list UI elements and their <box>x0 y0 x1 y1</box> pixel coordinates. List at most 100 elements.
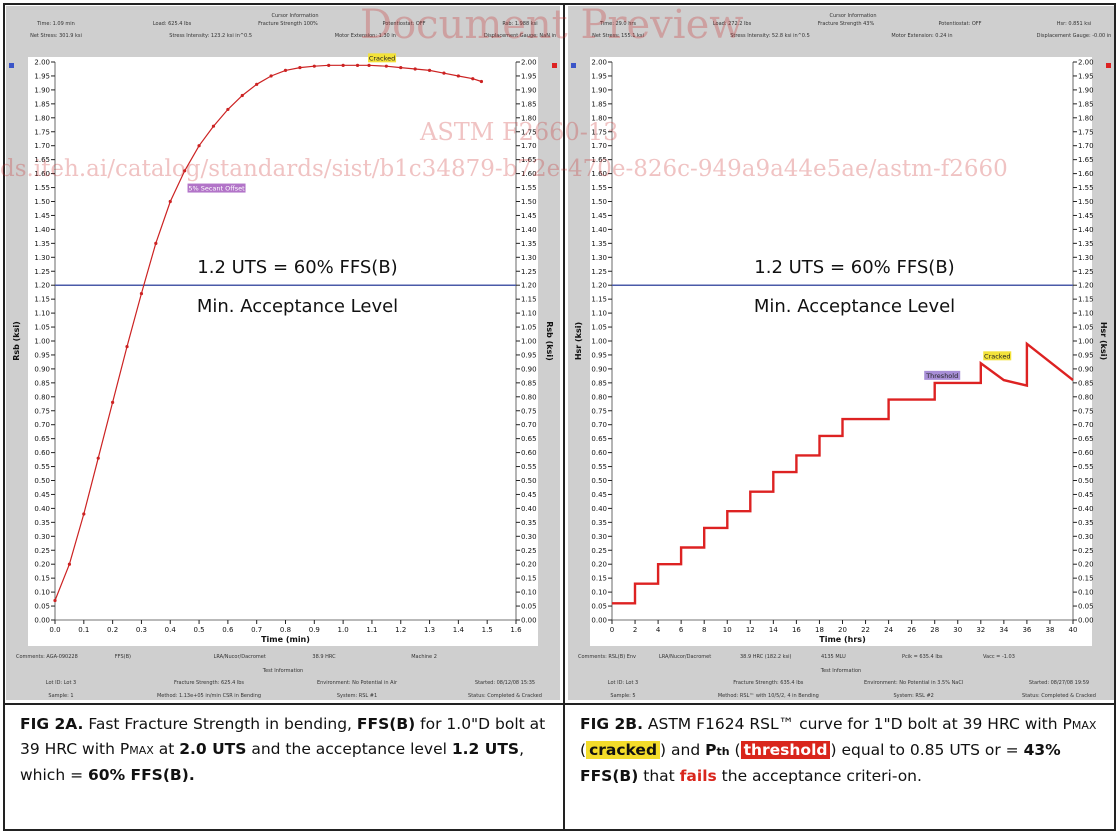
header-field: Time: 1.09 min <box>36 21 75 27</box>
y-tick-label-right: 1.70 <box>1078 142 1094 150</box>
data-point <box>255 82 259 86</box>
y-tick-label-left: 0.75 <box>591 407 607 415</box>
y-tick-label-left: 1.90 <box>34 86 50 94</box>
plot-area <box>28 57 538 646</box>
caption-fig-label: FIG 2B. <box>580 715 643 733</box>
y-tick-label-right: 0.45 <box>521 491 537 499</box>
y-tick-label-left: 0.05 <box>34 603 50 611</box>
data-point <box>168 199 172 204</box>
acceptance-level-label: 1.2 UTS = 60% FFS(B) <box>197 257 397 278</box>
y-tick-label-right: 1.55 <box>1078 184 1094 192</box>
y-tick-label-left: 1.45 <box>34 212 50 220</box>
y-tick-label-right: 1.85 <box>1078 100 1094 108</box>
x-axis-label: Time (hrs) <box>819 635 865 644</box>
y-tick-label-right: 0.95 <box>1078 351 1094 359</box>
header-field: Rsb: 1.988 ksi <box>502 21 537 27</box>
y-tick-label-left: 0.15 <box>591 575 607 583</box>
caption-bold: 43% FFS(B) <box>580 741 1061 785</box>
y-tick-label-right: 0.95 <box>521 351 537 359</box>
y-axis-label-right: Hsr (ksi) <box>1099 322 1108 360</box>
y-tick-label-right: 2.00 <box>521 59 537 67</box>
caption-text: , which = <box>20 740 524 784</box>
y-tick-label-right: 1.30 <box>1078 254 1094 262</box>
acceptance-level-caption: Min. Acceptance Level <box>754 296 955 317</box>
x-tick-label: 28 <box>930 626 939 634</box>
footer-title: Test Information <box>262 668 303 674</box>
y-tick-label-right: 1.15 <box>1078 296 1094 304</box>
data-point <box>367 63 371 67</box>
caption-bold: FFS(B) <box>356 715 416 733</box>
y-tick-label-right: 0.40 <box>1078 505 1094 513</box>
y-tick-label-right: 1.95 <box>521 72 537 80</box>
caption-text: at <box>153 740 180 758</box>
x-tick-label: 1.5 <box>482 626 493 634</box>
data-point <box>154 241 158 245</box>
caption-text: ASTM F1624 RSL™ curve for 1"D bolt at 39… <box>642 715 1072 733</box>
x-tick-label: 0.8 <box>280 626 291 634</box>
x-tick-label: 10 <box>723 626 732 634</box>
header-field: Fracture Strength 43% <box>818 21 875 27</box>
y-tick-label-right: 1.05 <box>521 324 537 332</box>
footer-comment: Machine 2 <box>411 654 437 660</box>
data-point <box>427 68 432 72</box>
footer-comment: Vacc = -1.03 <box>983 654 1015 660</box>
watermark-title: Document Preview <box>360 2 744 48</box>
y-tick-label-left: 0.70 <box>591 421 607 429</box>
data-point <box>298 65 302 70</box>
y-tick-label-right: 1.55 <box>521 184 537 192</box>
data-point <box>456 74 460 78</box>
data-point <box>67 562 72 566</box>
y-tick-label-left: 1.50 <box>34 198 50 206</box>
y-tick-label-right: 1.65 <box>1078 156 1094 164</box>
x-tick-label: 30 <box>953 626 962 634</box>
watermark-url: ds.iteh.ai/catalog/standards/sist/b1c348… <box>0 156 1008 182</box>
y-tick-label-left: 0.95 <box>591 351 607 359</box>
y-tick-label-left: 0.45 <box>34 491 50 499</box>
y-tick-label-right: 1.35 <box>1078 240 1094 248</box>
y-tick-label-left: 1.70 <box>34 142 50 150</box>
header-field: Potentiostat: OFF <box>938 21 981 27</box>
y-tick-label-left: 0.35 <box>34 519 50 527</box>
caption-bold: 2.0 UTS <box>179 740 247 758</box>
header-bg <box>6 6 560 50</box>
data-point <box>269 74 273 78</box>
x-tick-label: 34 <box>999 626 1008 634</box>
y-tick-label-left: 1.00 <box>591 338 607 346</box>
data-point <box>96 456 100 460</box>
label-cracked-bg <box>983 351 1012 361</box>
data-point <box>341 63 345 67</box>
plot-area <box>590 57 1092 646</box>
caption-bold: 1.2 UTS <box>451 740 520 758</box>
y-tick-label-right: 1.80 <box>521 114 537 122</box>
y-tick-label-left: 0.40 <box>34 505 50 513</box>
y-tick-label-left: 0.05 <box>591 603 607 611</box>
y-tick-label-right: 0.55 <box>521 463 537 471</box>
y-tick-label-left: 1.90 <box>591 86 607 94</box>
y-axis-label-left: Rsb (ksi) <box>12 321 21 361</box>
caption-highlight-threshold: threshold <box>740 741 831 759</box>
y-tick-label-right: 0.75 <box>521 407 537 415</box>
data-point <box>211 124 216 128</box>
y-tick-label-left: 0.10 <box>591 589 607 597</box>
caption-highlight-cracked: cracked <box>586 741 661 759</box>
footer-bg <box>568 648 1114 700</box>
series-marker-left <box>9 63 14 68</box>
y-tick-label-left: 1.15 <box>34 296 50 304</box>
header-title: Cursor Information <box>830 13 877 19</box>
chart-a-svg: Cursor Information Time: 1.09 min Load: 62… <box>6 6 560 700</box>
caption-text: that <box>638 767 680 785</box>
header-field: Fracture Strength 100% <box>258 21 318 27</box>
y-tick-label-left: 1.30 <box>591 254 607 262</box>
y-tick-label-right: 1.65 <box>521 156 537 164</box>
y-tick-label-left: 0.70 <box>34 421 50 429</box>
y-tick-label-right: 1.50 <box>521 198 537 206</box>
x-tick-label: 4 <box>656 626 661 634</box>
x-tick-label: 1.1 <box>366 626 377 634</box>
footer-field: Fracture Strength: 625.4 lbs <box>174 680 244 686</box>
caption-fails: fails <box>679 767 717 785</box>
data-point <box>53 598 57 603</box>
footer-field: Sample: 1 <box>48 693 73 699</box>
y-tick-label-left: 0.85 <box>591 379 607 387</box>
y-tick-label-right: 1.20 <box>1078 282 1094 290</box>
y-tick-label-left: 1.05 <box>34 324 50 332</box>
